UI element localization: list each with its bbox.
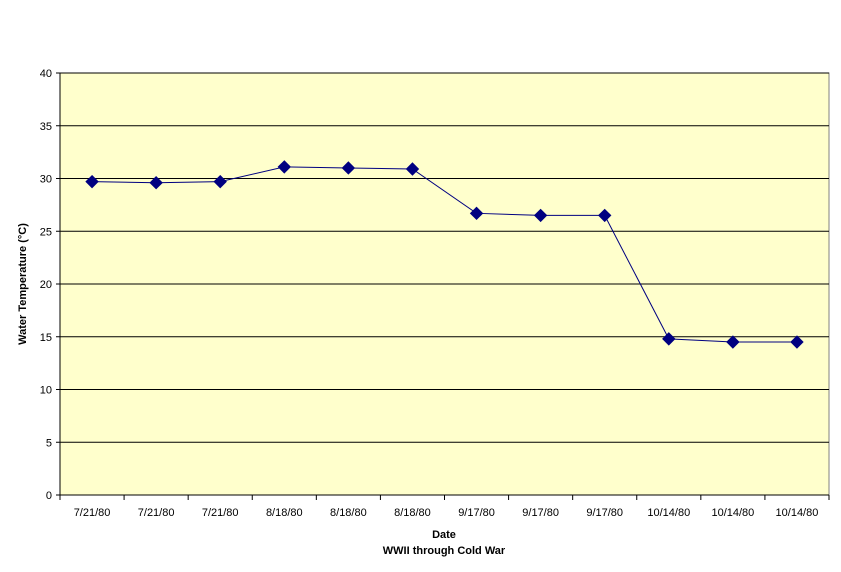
- y-tick-label: 40: [40, 68, 52, 80]
- series-line: [92, 166, 797, 343]
- x-tick-label: 7/21/80: [138, 507, 175, 519]
- x-tick-label: 7/21/80: [74, 507, 111, 519]
- data-point-marker: [790, 335, 804, 349]
- x-axis-title: Date: [432, 529, 456, 541]
- data-point-marker: [277, 160, 291, 174]
- series-water-temperature: [85, 160, 804, 349]
- data-point-marker: [726, 335, 740, 349]
- data-point-marker: [533, 208, 548, 223]
- x-tick-label: 10/14/80: [711, 507, 754, 519]
- x-tick-label: 9/17/80: [458, 507, 495, 519]
- data-point-marker: [213, 174, 227, 189]
- x-tick-label: 7/21/80: [202, 507, 239, 519]
- x-tick-label: 8/18/80: [394, 507, 431, 519]
- x-tick-label: 9/17/80: [522, 507, 559, 519]
- y-tick-label: 20: [40, 279, 52, 291]
- y-tick-label: 0: [46, 490, 52, 502]
- data-point-marker: [598, 208, 612, 223]
- x-tick-label: 8/18/80: [266, 507, 303, 519]
- y-tick-label: 10: [40, 385, 52, 397]
- data-point-marker: [149, 176, 163, 190]
- y-tick-label: 25: [40, 226, 52, 238]
- data-point-marker: [469, 206, 484, 221]
- y-tick-label: 15: [40, 332, 52, 344]
- y-axis: 0 5 10 15 20 25 30 35 40: [40, 68, 61, 502]
- y-axis-title: Water Temperature (°C): [17, 223, 29, 345]
- x-axis-subtitle: WWII through Cold War: [383, 545, 506, 557]
- data-point-marker: [662, 332, 676, 346]
- y-tick-label: 5: [46, 437, 52, 449]
- x-tick-label: 10/14/80: [776, 507, 819, 519]
- data-point-marker: [341, 161, 356, 175]
- y-tick-label: 30: [40, 174, 52, 186]
- x-tick-label: 10/14/80: [647, 507, 690, 519]
- x-tick-label: 9/17/80: [586, 507, 623, 519]
- x-axis: 7/21/80 7/21/80 7/21/80 8/18/80 8/18/80 8/18/…: [59, 494, 830, 519]
- data-point-marker: [85, 174, 99, 189]
- gridlines: [60, 72, 829, 443]
- data-point-marker: [405, 162, 420, 176]
- x-tick-label: 8/18/80: [330, 507, 367, 519]
- y-tick-label: 35: [40, 121, 52, 133]
